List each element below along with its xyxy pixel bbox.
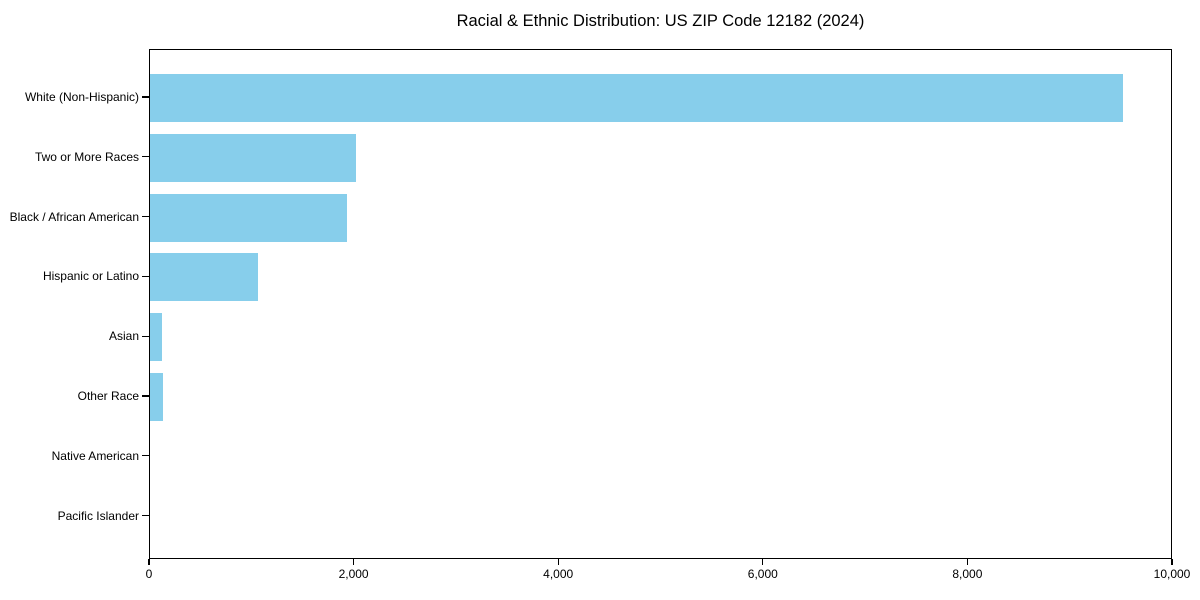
bar [150,74,1123,122]
bar [150,193,348,242]
x-tick-label: 2,000 [338,567,369,581]
y-tick-label: Black / African American [9,209,139,224]
y-tick-mark [142,215,149,218]
y-tick-mark [142,395,149,397]
y-tick-mark [142,335,149,337]
x-tick-mark [148,559,150,565]
y-tick-label: Hispanic or Latino [42,269,139,284]
plot-area [149,49,1172,559]
y-tick-mark [142,156,149,158]
x-tick-label: 6,000 [747,567,778,581]
y-tick-label: Two or More Races [34,149,139,164]
bar [150,373,164,421]
y-tick-mark [142,455,149,457]
x-tick-mark [966,559,969,565]
y-tick-label: Asian [108,329,139,344]
bar [150,253,259,302]
y-tick-mark [142,275,149,278]
x-tick-mark [762,559,764,565]
x-tick-mark [557,559,559,565]
bar [150,133,357,182]
x-tick-mark [352,559,355,565]
y-tick-label: Other Race [77,389,139,403]
chart-title: Racial & Ethnic Distribution: US ZIP Cod… [456,12,865,30]
y-tick-label: Pacific Islander [57,508,139,523]
x-tick-label: 8,000 [952,567,983,581]
y-tick-mark [142,96,149,98]
y-tick-label: White (Non-Hispanic) [24,90,139,104]
x-tick-label: 4,000 [543,567,574,581]
x-tick-label: 0 [145,567,153,581]
x-tick-label: 10,000 [1153,567,1191,581]
y-tick-mark [142,514,149,517]
y-tick-label: Native American [51,448,139,463]
x-tick-mark [1171,559,1173,565]
bar [150,313,163,362]
